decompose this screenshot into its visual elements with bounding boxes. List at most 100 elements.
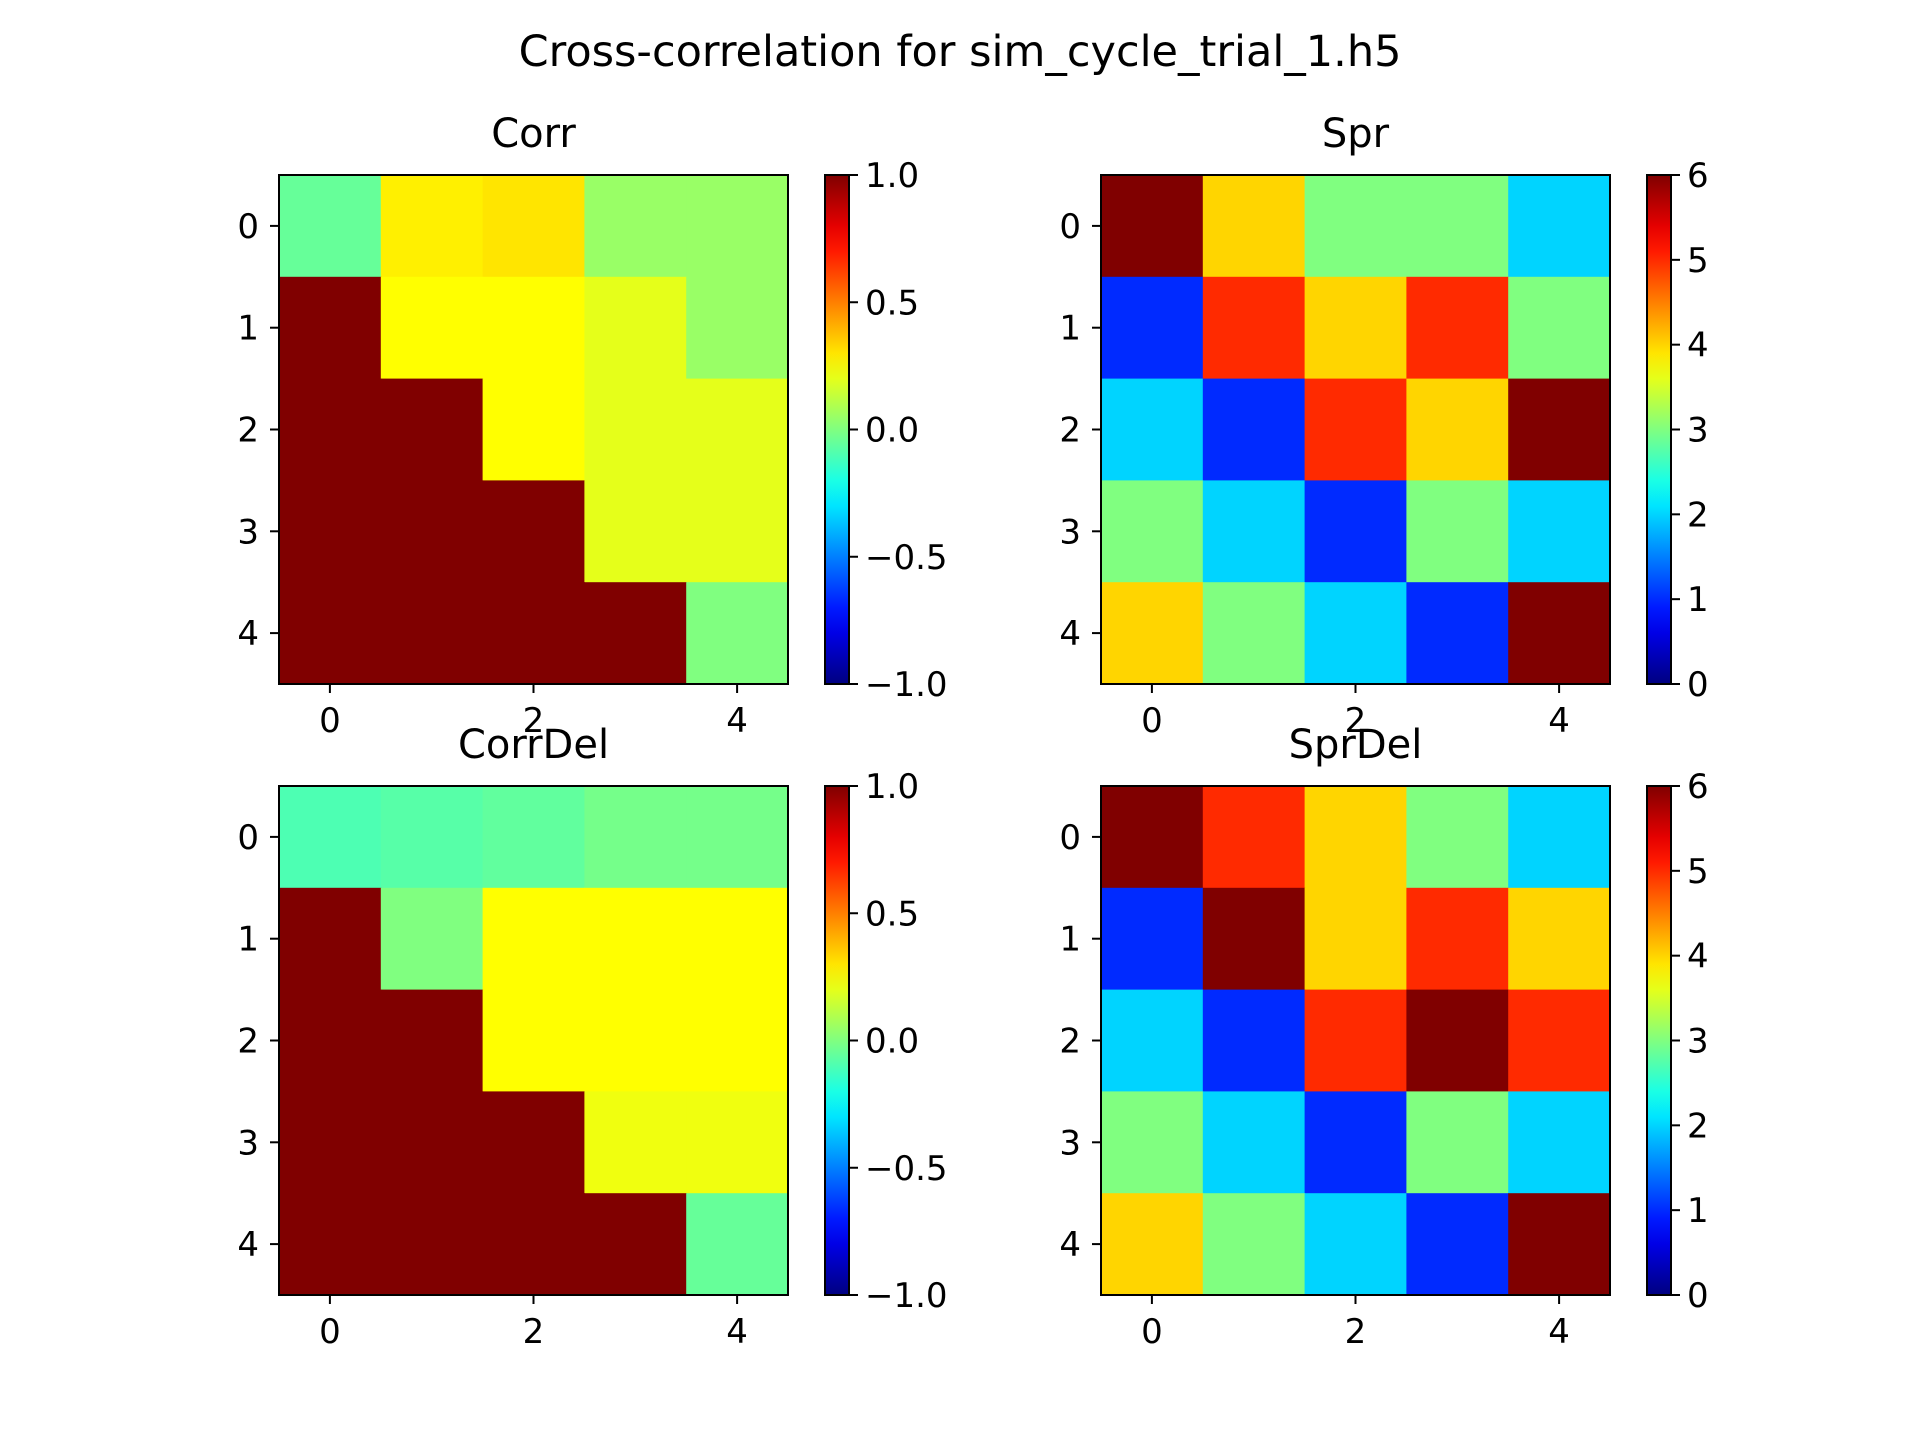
colorbar-tick-label: 0.0 (865, 411, 919, 451)
y-tick-label: 0 (1059, 207, 1081, 247)
heatmap-cell (1202, 175, 1306, 278)
colorbar-tick-label: −1.0 (865, 1276, 948, 1316)
heatmap-cell (1304, 276, 1407, 380)
heatmap-cell (1304, 378, 1407, 481)
colorbar-tick-label: 1 (1687, 1191, 1709, 1231)
heatmap-cell (1304, 887, 1407, 991)
heatmap-cell (380, 989, 484, 1092)
heatmap-cell (482, 1091, 585, 1194)
heatmap-cell (686, 989, 789, 1092)
colorbar-tick-label: −0.5 (865, 1149, 948, 1189)
heatmap-cell (482, 887, 585, 991)
heatmap-cell (482, 989, 585, 1092)
colorbar-tick-label: −0.5 (865, 538, 948, 578)
y-tick-label: 1 (1059, 920, 1081, 960)
heatmap-cell (1508, 989, 1611, 1092)
heatmap-panel-spr: Spr 0 1 2 3 4 0 2 4 6 5 4 3 2 1 0 (1059, 111, 1708, 741)
heatmap-cell (380, 1193, 484, 1296)
colorbar-tick-label: 5 (1687, 852, 1709, 892)
colorbar (824, 174, 850, 685)
heatmap-cell (1508, 887, 1611, 991)
x-tick-label: 2 (1345, 701, 1367, 741)
x-tick-label: 4 (1548, 1312, 1570, 1352)
heatmap-cell (1508, 786, 1611, 889)
colorbar-tick-label: 5 (1687, 241, 1709, 281)
heatmap-panel-corrdel: CorrDel 0 1 2 3 4 0 2 4 1.0 0.5 0.0 −0.5 −1.0 (237, 722, 947, 1352)
heatmap-cell (380, 175, 484, 278)
x-tick-label: 2 (1345, 1312, 1367, 1352)
colorbar-tick-label: 3 (1687, 411, 1709, 451)
heatmap-cell (584, 175, 687, 278)
heatmap-cell (584, 276, 687, 380)
y-tick-label: 2 (1059, 1022, 1081, 1062)
heatmap-cell (380, 480, 484, 583)
panel-title: CorrDel (458, 722, 609, 768)
y-tick-label: 4 (1059, 614, 1081, 654)
colorbar-tick-label: 0 (1687, 1276, 1709, 1316)
heatmap-cell (1202, 1193, 1306, 1296)
y-tick-label: 3 (1059, 512, 1081, 552)
colorbar-tick-label: 3 (1687, 1022, 1709, 1062)
heatmap-cell (584, 378, 687, 481)
heatmap-cell (584, 786, 687, 889)
heatmap-cell (584, 1091, 687, 1194)
heatmap-cell (482, 378, 585, 481)
y-tick-label: 3 (237, 1123, 259, 1163)
heatmap-cell (380, 276, 484, 380)
heatmap-cell (1202, 276, 1306, 380)
y-tick-label: 1 (1059, 309, 1081, 349)
y-tick-label: 0 (1059, 818, 1081, 858)
heatmap-cell (686, 887, 789, 991)
heatmap-cell (686, 480, 789, 583)
colorbar-tick-label: −1.0 (865, 665, 948, 705)
heatmap-cell (1202, 378, 1306, 481)
colorbar-tick-label: 0 (1687, 665, 1709, 705)
colorbar-tick-label: 1 (1687, 580, 1709, 620)
heatmap-cell (1101, 480, 1204, 583)
y-tick-label: 2 (237, 411, 259, 451)
colorbar-tick-label: 2 (1687, 1106, 1709, 1146)
heatmap-cell (279, 786, 382, 889)
colorbar-tick-label: 0.0 (865, 1022, 919, 1062)
heatmap-cell (1202, 582, 1306, 685)
x-tick-label: 2 (523, 701, 545, 741)
heatmap-cell (279, 480, 382, 583)
heatmap-cell (584, 989, 687, 1092)
panel-title: SprDel (1289, 722, 1423, 768)
subplot-grid: Corr 0 1 2 3 4 0 2 4 1.0 0.5 0.0 −0.5 −1.0 Spr 0 1 2 3 4 0 2 4… (237, 111, 1708, 1352)
heatmap-cell (686, 1193, 789, 1296)
x-tick-label: 4 (1548, 701, 1570, 741)
heatmap-cell (1304, 480, 1407, 583)
x-tick-label: 0 (1141, 701, 1163, 741)
heatmap-panel-sprdel: SprDel 0 1 2 3 4 0 2 4 6 5 4 3 2 1 0 (1059, 722, 1708, 1352)
x-tick-label: 4 (726, 701, 748, 741)
heatmap-cell (1304, 1091, 1407, 1194)
y-tick-label: 4 (237, 614, 259, 654)
heatmap-cell (279, 175, 382, 278)
panel-title: Corr (491, 111, 576, 157)
x-tick-label: 0 (319, 1312, 341, 1352)
heatmap-cell (279, 989, 382, 1092)
y-tick-label: 4 (237, 1225, 259, 1265)
colorbar (1646, 174, 1672, 685)
heatmap-cell (279, 887, 382, 991)
heatmap-cell (1101, 786, 1204, 889)
heatmap-cell (482, 276, 585, 380)
heatmap-cell (1406, 989, 1509, 1092)
colorbar-tick-label: 2 (1687, 495, 1709, 535)
heatmap-cell (1406, 276, 1509, 380)
colorbar (824, 785, 850, 1296)
colorbar-tick-label: 0.5 (865, 283, 919, 323)
heatmap-cell (482, 786, 585, 889)
heatmap-cell (686, 582, 789, 685)
heatmap-cell (1101, 1193, 1204, 1296)
heatmap-cell (1508, 1193, 1611, 1296)
heatmap-cell (1304, 1193, 1407, 1296)
heatmap-cell (1202, 786, 1306, 889)
y-tick-label: 1 (237, 309, 259, 349)
x-tick-label: 2 (523, 1312, 545, 1352)
heatmap-cell (1304, 786, 1407, 889)
heatmap-cell (1202, 989, 1306, 1092)
heatmap-cell (380, 1091, 484, 1194)
